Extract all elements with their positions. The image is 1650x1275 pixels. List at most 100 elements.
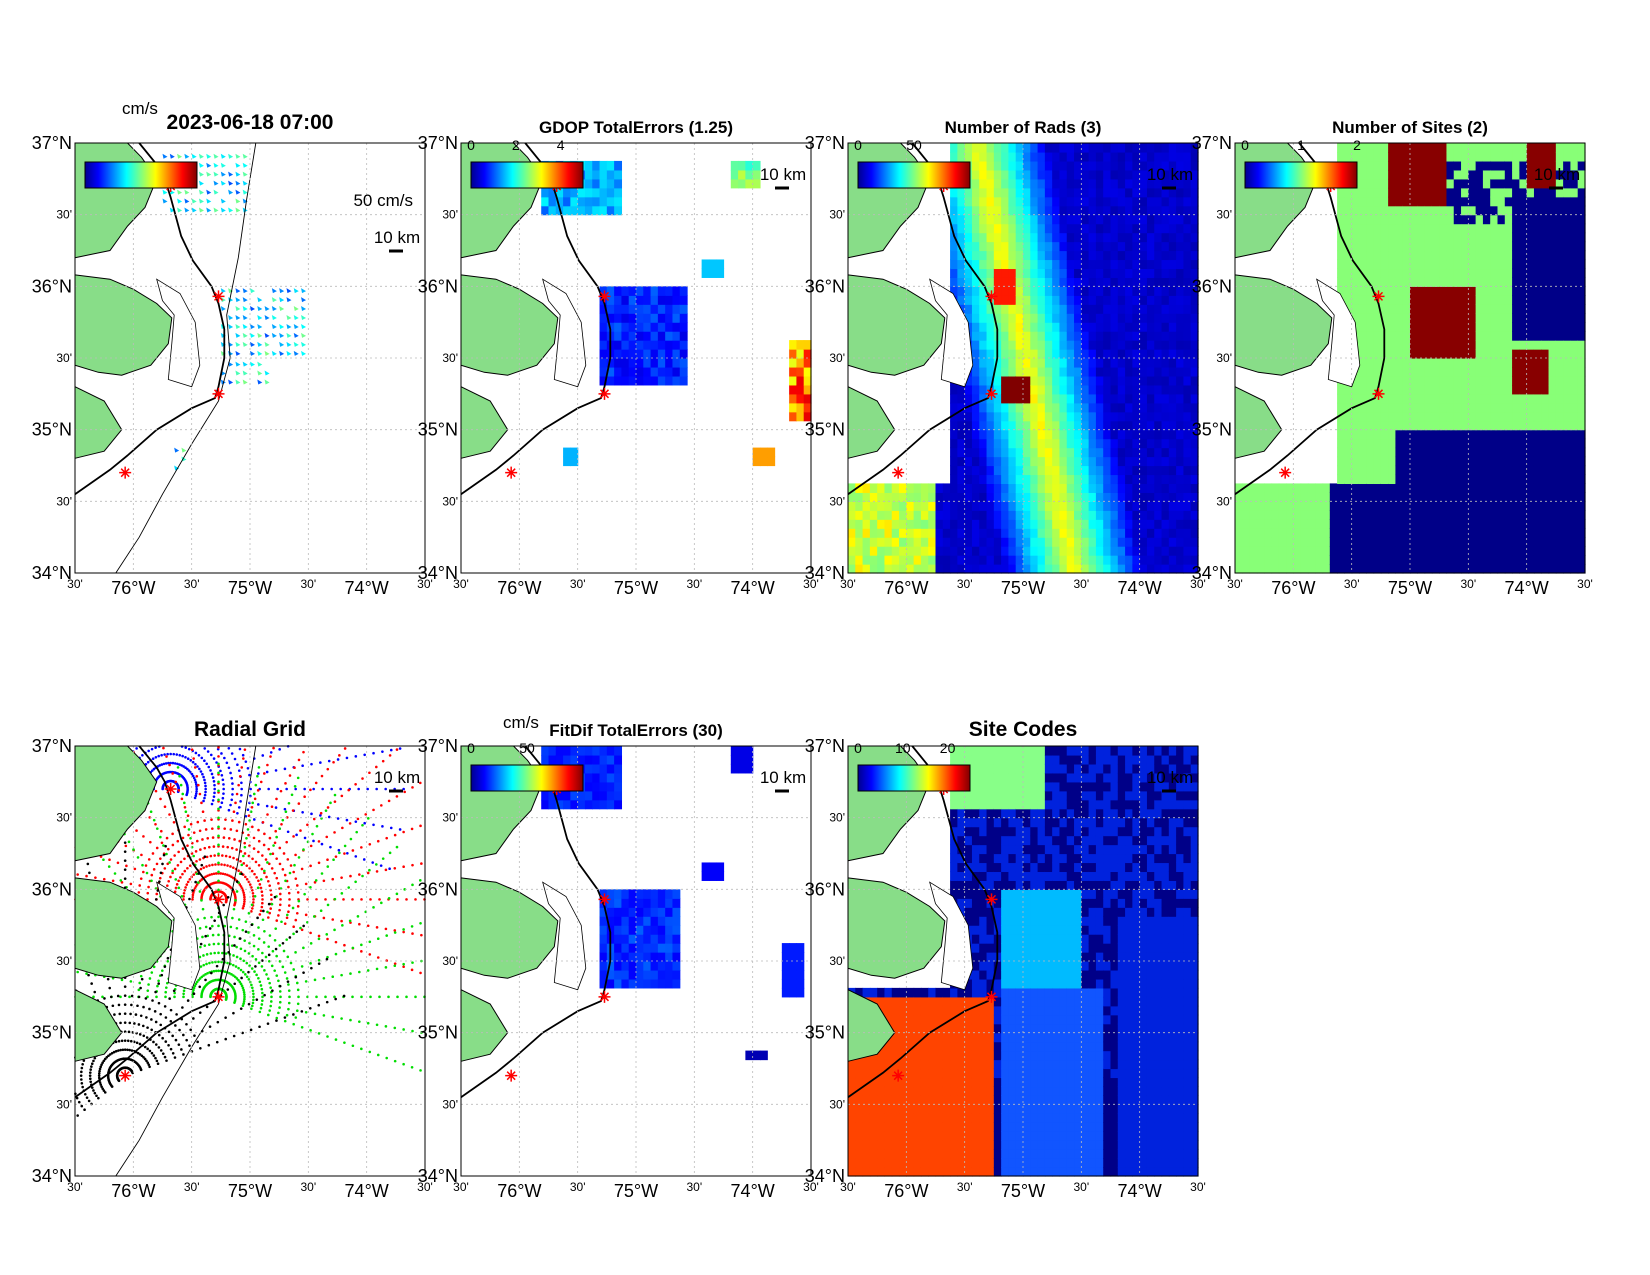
data-cell xyxy=(1176,402,1185,413)
data-cell xyxy=(1475,519,1484,529)
data-cell xyxy=(745,160,754,171)
data-cell xyxy=(1110,366,1119,377)
data-cell xyxy=(1125,456,1133,467)
data-cell xyxy=(986,214,995,225)
data-cell xyxy=(1475,510,1484,520)
radial-grid-point xyxy=(213,787,216,791)
data-cell xyxy=(1190,340,1199,350)
data-cell xyxy=(1307,537,1316,547)
radial-grid-point xyxy=(184,886,187,889)
current-vector xyxy=(242,370,248,376)
data-cell xyxy=(1037,456,1046,467)
data-cell xyxy=(1344,474,1353,485)
data-cell xyxy=(1468,169,1477,180)
lat-tick-label: 30' xyxy=(1216,494,1232,508)
data-cell xyxy=(1388,546,1397,556)
data-cell xyxy=(1461,304,1469,314)
data-cell xyxy=(1490,331,1499,341)
radial-grid-point xyxy=(287,891,291,895)
data-cell xyxy=(1008,546,1017,556)
data-cell xyxy=(1066,528,1075,538)
data-cell xyxy=(1001,214,1010,225)
data-cell xyxy=(986,250,995,261)
data-cell xyxy=(1125,393,1133,404)
data-cell xyxy=(570,205,579,216)
current-vector xyxy=(213,180,219,186)
data-cell xyxy=(1475,438,1484,449)
data-cell xyxy=(971,537,980,547)
data-cell xyxy=(1183,402,1192,413)
current-vector xyxy=(228,189,234,195)
data-cell xyxy=(1461,492,1469,502)
data-cell xyxy=(1190,187,1199,198)
data-cell xyxy=(1337,187,1345,198)
data-cell xyxy=(1059,537,1068,547)
current-vector xyxy=(184,207,190,213)
data-cell xyxy=(1242,564,1251,574)
data-cell xyxy=(1490,429,1499,440)
data-cell xyxy=(1563,277,1572,287)
data-cell xyxy=(1095,313,1104,323)
data-cell xyxy=(964,187,973,198)
radial-grid-point xyxy=(306,898,309,901)
radial-grid-point xyxy=(327,815,331,819)
data-cell xyxy=(906,537,915,547)
current-vector xyxy=(264,315,270,320)
data-cell xyxy=(1439,241,1448,252)
data-cell xyxy=(1358,393,1367,404)
data-cell xyxy=(1344,393,1353,404)
radial-grid-point xyxy=(186,767,189,771)
data-cell xyxy=(957,420,966,431)
data-cell xyxy=(964,375,973,386)
data-cell xyxy=(1168,393,1177,404)
data-cell xyxy=(1504,259,1513,270)
data-cell xyxy=(1541,331,1550,341)
radial-grid-point xyxy=(363,821,366,825)
data-cell xyxy=(1117,143,1126,153)
data-cell xyxy=(1468,501,1477,511)
data-cell xyxy=(1095,411,1104,422)
data-cell xyxy=(1183,277,1192,287)
data-cell xyxy=(1161,232,1170,243)
data-cell xyxy=(1373,528,1382,538)
current-vector xyxy=(264,332,270,338)
radial-grid-point xyxy=(142,870,145,874)
data-cell xyxy=(1402,564,1411,574)
lon-tick-label: 30' xyxy=(301,577,317,591)
data-cell xyxy=(577,187,586,198)
data-cell xyxy=(1468,259,1477,270)
radial-grid-point xyxy=(160,763,164,766)
current-vector xyxy=(271,323,277,329)
data-cell xyxy=(1504,223,1513,234)
current-vector xyxy=(301,332,307,338)
data-cell xyxy=(1300,528,1309,538)
data-cell xyxy=(986,555,995,565)
data-cell xyxy=(1001,447,1010,458)
data-cell xyxy=(899,510,907,520)
data-cell xyxy=(1044,510,1053,520)
data-cell xyxy=(1388,474,1397,485)
data-cell xyxy=(971,438,980,449)
data-cell xyxy=(1373,492,1382,502)
current-vector xyxy=(293,350,299,356)
radial-grid-point xyxy=(211,799,215,802)
data-cell xyxy=(1453,250,1462,261)
data-cell xyxy=(1402,304,1411,314)
data-cell xyxy=(1183,555,1192,565)
data-cell xyxy=(1402,277,1411,287)
data-cell xyxy=(1395,349,1404,359)
data-cell xyxy=(1190,143,1199,153)
data-cell xyxy=(1519,241,1528,252)
data-cell xyxy=(1548,537,1557,547)
data-cell xyxy=(957,537,966,547)
data-cell xyxy=(1402,384,1411,395)
data-cell xyxy=(606,205,615,216)
data-cell xyxy=(1183,501,1192,511)
data-cell xyxy=(1351,151,1360,162)
data-cell xyxy=(1015,465,1024,476)
data-cell xyxy=(1373,555,1382,565)
data-cell xyxy=(1168,384,1177,395)
data-cell xyxy=(1468,286,1477,296)
data-cell xyxy=(1490,340,1499,350)
data-cell xyxy=(1125,241,1133,252)
